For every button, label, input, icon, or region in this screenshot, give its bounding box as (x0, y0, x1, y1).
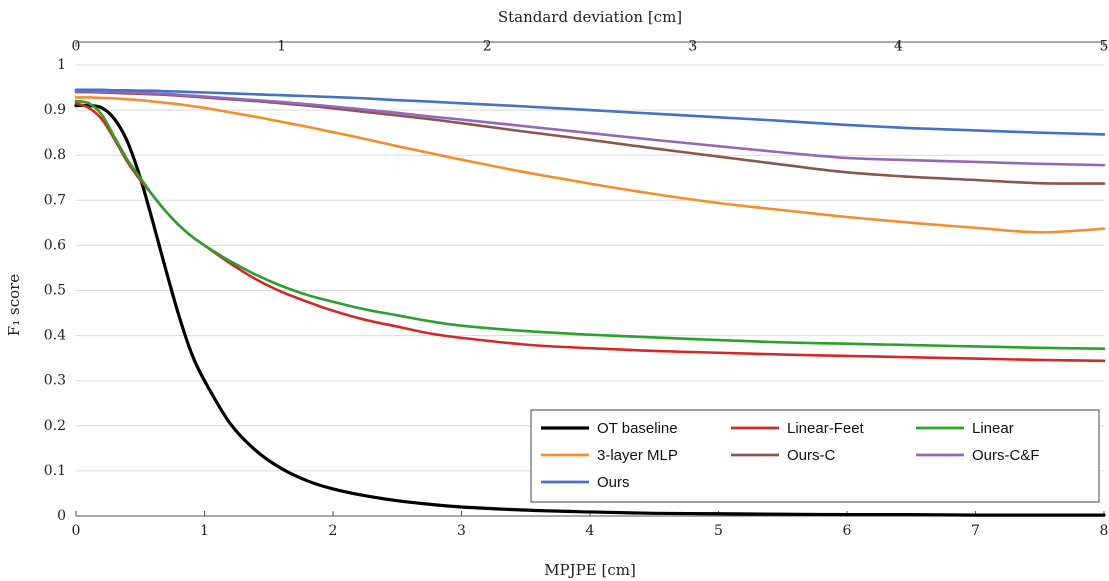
legend-label: Linear-Feet (787, 420, 865, 437)
x-tick-label: 2 (329, 523, 338, 539)
top-tick-label: 0 (72, 39, 81, 55)
axes: 00.10.20.30.40.50.60.70.80.910 1 2 3 4 5 6 7 80 1… (44, 39, 1109, 539)
series-line-ours (74, 88, 1106, 136)
y-tick-label: 0 (57, 508, 66, 524)
x-tick-label: 5 (714, 523, 723, 539)
y-axis-title: F₁ score (5, 274, 23, 336)
x-tick-label: 8 (1100, 523, 1109, 539)
legend-box (530, 409, 1100, 503)
y-tick-label: 0.6 (44, 237, 66, 253)
legend-label: Linear (972, 420, 1014, 437)
series-lines (74, 88, 1106, 517)
top-tick-label: 1 (277, 39, 286, 55)
x-tick-label: 6 (843, 523, 852, 539)
y-tick-label: 0.7 (44, 192, 66, 208)
y-tick-label: 1 (57, 57, 66, 73)
x-tick-label: 4 (586, 523, 595, 539)
y-tick-label: 0.5 (44, 283, 66, 299)
x-tick-label: 7 (971, 523, 980, 539)
legend-label: OT baseline (597, 420, 678, 437)
y-tick-label: 0.8 (44, 147, 66, 163)
legend-label: Ours (597, 474, 630, 491)
y-tick-label: 0.1 (44, 463, 66, 479)
top-axis-title: Standard deviation [cm] (498, 8, 682, 26)
series-line-linear-feet (74, 102, 1106, 363)
top-tick-label: 3 (688, 39, 697, 55)
legend-label: 3-layer MLP (597, 447, 678, 464)
series-line-linear (74, 99, 1106, 350)
legend-label: Ours-C&F (972, 447, 1040, 464)
top-tick-label: 4 (894, 39, 903, 55)
top-tick-label: 5 (1100, 39, 1109, 55)
x-axis-title: MPJPE [cm] (544, 561, 636, 579)
series-line-ours-c-f (74, 89, 1106, 167)
legend: OT baseline Linear-Feet Linear 3-layer MLP O… (530, 409, 1100, 503)
x-tick-label: 3 (457, 523, 466, 539)
top-tick-label: 2 (483, 39, 492, 55)
x-tick-label: 1 (200, 523, 209, 539)
x-tick-label: 0 (72, 523, 81, 539)
legend-label: Ours-C (787, 447, 836, 464)
y-tick-label: 0.3 (44, 373, 66, 389)
y-tick-label: 0.9 (44, 102, 66, 118)
y-tick-label: 0.4 (44, 328, 66, 344)
y-tick-label: 0.2 (44, 418, 66, 434)
series-line-3-layer-mlp (74, 96, 1106, 234)
series-line-ours-c (74, 90, 1106, 185)
